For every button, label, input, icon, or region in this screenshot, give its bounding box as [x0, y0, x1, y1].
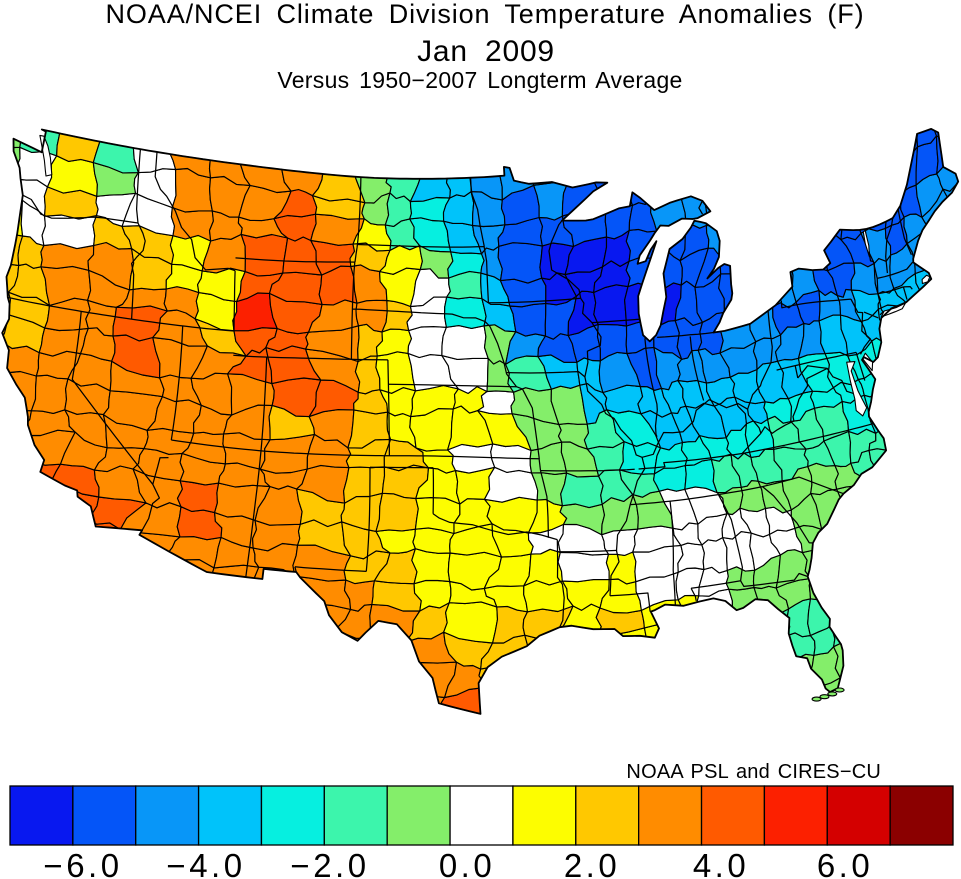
svg-text:4.0: 4.0 [693, 847, 749, 879]
svg-text:Versus 1950−2007 Longterm Aver: Versus 1950−2007 Longterm Average [277, 67, 682, 93]
svg-text:NOAA PSL and CIRES−CU: NOAA PSL and CIRES−CU [626, 761, 881, 783]
svg-text:−2.0: −2.0 [290, 847, 369, 879]
svg-text:0.0: 0.0 [439, 847, 495, 879]
svg-text:NOAA/NCEI Climate Division Tem: NOAA/NCEI Climate Division Temperature A… [105, 0, 864, 29]
svg-text:−4.0: −4.0 [166, 847, 245, 879]
svg-text:2.0: 2.0 [564, 847, 620, 879]
svg-text:−6.0: −6.0 [43, 847, 122, 879]
svg-text:Jan 2009: Jan 2009 [417, 35, 555, 68]
svg-text:6.0: 6.0 [817, 847, 873, 879]
